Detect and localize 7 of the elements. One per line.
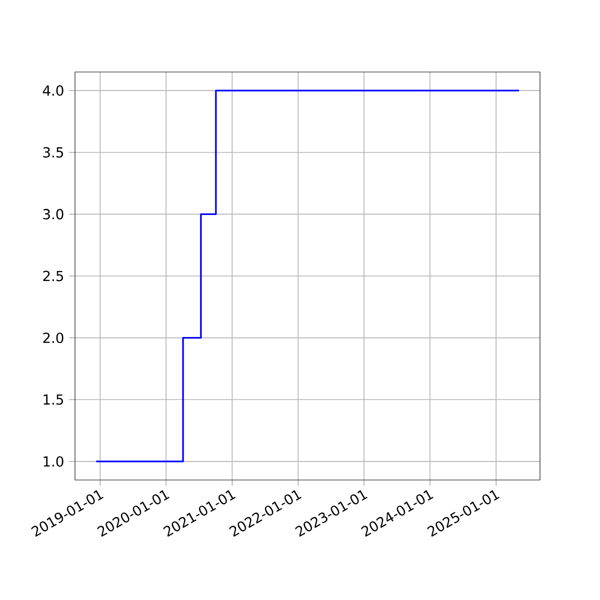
y-tick-label: 1.5 [44,394,64,405]
y-tick-label: 4.0 [42,85,64,96]
y-tick-label: 2.0 [43,332,64,344]
y-tick-label: 3.0 [43,208,64,220]
y-tick-label: 1.0 [44,456,64,467]
y-tick-label: 2.5 [43,270,64,282]
y-tick-label: 3.5 [43,147,64,158]
